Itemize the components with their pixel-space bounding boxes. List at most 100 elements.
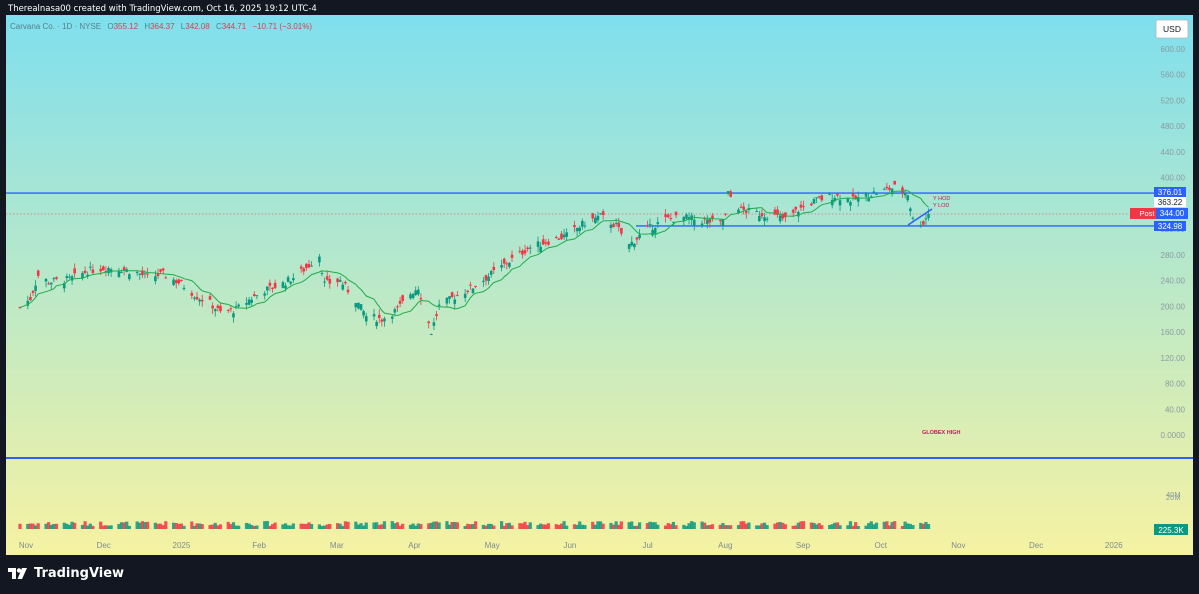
volume-bar: [833, 522, 837, 529]
candle-body: [159, 269, 162, 272]
post-marker: [1130, 208, 1138, 219]
candle-body: [489, 270, 493, 275]
candle-body: [682, 216, 686, 222]
tradingview-logo[interactable]: TradingView: [8, 566, 124, 581]
time-axis[interactable]: Nov Dec 2025 Feb Mar Apr May Jun Jul Aug Sep Oct Nov…: [19, 541, 1123, 550]
volume-bar: [801, 521, 806, 529]
candle-body: [245, 302, 248, 305]
volume-bar: [710, 524, 715, 529]
volume-bar: [401, 523, 405, 529]
candle-body: [888, 187, 891, 190]
candle-body: [620, 227, 623, 234]
volume-bar: [268, 525, 272, 529]
volume-bar: [463, 525, 467, 529]
candle-body: [867, 198, 870, 202]
candle-body: [375, 321, 378, 327]
candle-body: [29, 297, 32, 301]
volume-bar: [291, 523, 295, 529]
chart-frame[interactable]: 600.00560.00520.00480.00440.00400.00360.…: [6, 15, 1193, 555]
horizontal-lines[interactable]: [6, 192, 1154, 227]
volume-bar: [575, 524, 579, 529]
volume-bar: [611, 524, 616, 529]
volume-bar: [437, 522, 441, 529]
candle-body: [578, 227, 582, 232]
volume-bar: [817, 523, 821, 529]
volume-bar: [286, 525, 290, 529]
candle-body: [372, 314, 376, 317]
volume-bar: [783, 524, 787, 529]
volume-bar: [609, 522, 613, 529]
candle-body: [383, 318, 386, 322]
candle-body: [252, 294, 256, 297]
candle-body: [544, 242, 548, 244]
volume-bar: [195, 523, 199, 529]
ylod-label: Y LOD: [933, 203, 949, 209]
candle-body: [711, 215, 714, 219]
candle-body: [755, 211, 759, 213]
candle-body: [739, 206, 743, 208]
volume-bar: [91, 525, 95, 529]
trend-line[interactable]: [907, 208, 933, 226]
volume-bar: [145, 521, 150, 529]
volume-bar: [322, 525, 327, 529]
volume-bar: [177, 523, 181, 529]
candle-body: [815, 197, 818, 199]
volume-bar: [47, 522, 51, 529]
volume-bar: [830, 524, 834, 529]
candle-body: [653, 228, 657, 234]
pane-divider[interactable]: [6, 457, 1193, 459]
candle-body: [633, 243, 636, 248]
candle-body: [62, 283, 66, 289]
candle-body: [778, 215, 782, 222]
volume-bar: [872, 524, 876, 529]
tradingview-logo-icon: [8, 567, 27, 579]
volume-bar: [507, 522, 512, 529]
volume-bar: [427, 523, 431, 529]
candle-body: [651, 229, 654, 236]
candle-body: [463, 293, 467, 299]
candle-body: [901, 187, 904, 193]
candle-body: [797, 211, 800, 217]
post-tag-label: Post: [1139, 209, 1155, 218]
volume-bar: [455, 522, 459, 529]
candle-body: [760, 213, 764, 217]
volume-bar: [73, 522, 77, 529]
candle-body: [250, 299, 253, 303]
price-chart[interactable]: 600.00560.00520.00480.00440.00400.00360.…: [6, 15, 1193, 555]
candle-body: [505, 263, 509, 265]
volume-bar: [484, 525, 488, 529]
candle-body: [492, 266, 496, 271]
candle-body: [229, 308, 233, 310]
candle-body: [318, 256, 321, 263]
volume-bar: [645, 523, 649, 529]
price-tick-label: 0.0000: [1161, 431, 1186, 440]
volume-bar: [591, 521, 595, 529]
candle-body: [411, 293, 415, 298]
candle-body: [536, 241, 540, 247]
candle-body: [583, 225, 587, 227]
price-tick-label: 560.00: [1161, 71, 1186, 80]
candle-body: [554, 236, 558, 238]
price-tick-label: 240.00: [1161, 277, 1186, 286]
volume-bar: [302, 523, 306, 529]
volume-bar: [869, 521, 873, 529]
volume-bar: [528, 522, 532, 529]
currency-button[interactable]: USD: [1155, 19, 1189, 39]
time-tick-label: Nov: [951, 541, 965, 550]
volume-bar: [520, 523, 525, 529]
volume-bar: [820, 525, 824, 529]
volume-bar: [328, 523, 332, 529]
candle-body: [247, 299, 251, 305]
candle-body: [190, 292, 194, 296]
candle-body: [851, 193, 855, 197]
candle-body: [172, 279, 175, 285]
volume-bar: [270, 524, 275, 529]
volume-bar: [336, 523, 340, 529]
volume-bar: [773, 523, 777, 529]
candle-body: [31, 290, 35, 293]
post-price-label: 344.00: [1160, 209, 1185, 218]
volume-bar: [18, 523, 22, 529]
volume-bar: [486, 523, 491, 529]
volume-bar: [578, 521, 582, 529]
candle-body: [357, 302, 360, 309]
